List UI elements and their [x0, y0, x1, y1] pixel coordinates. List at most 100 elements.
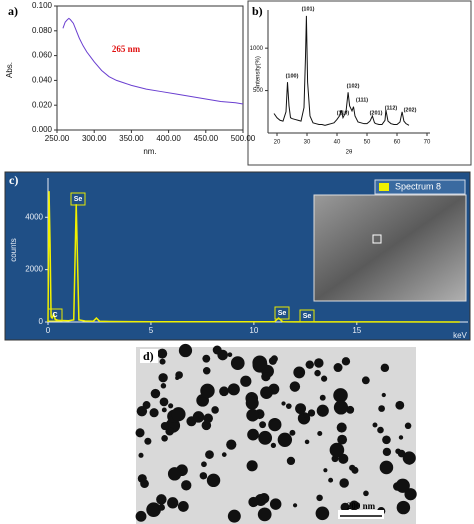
- panel-label: c): [9, 173, 18, 187]
- peak-label: (202): [404, 107, 417, 113]
- particle: [361, 376, 370, 385]
- particle: [333, 363, 343, 373]
- x-tick-label: 450.00: [194, 134, 219, 143]
- particle: [270, 420, 281, 431]
- particle: [398, 435, 404, 440]
- y-tick-label: 0.100: [32, 1, 53, 10]
- particle: [202, 366, 211, 375]
- peak-label-box: [47, 308, 63, 322]
- particle: [227, 352, 233, 358]
- particle: [337, 434, 348, 445]
- y-tick-label: 0.000: [32, 125, 53, 134]
- data-line: [273, 15, 410, 126]
- particle: [281, 401, 286, 406]
- particle: [349, 464, 356, 471]
- particle: [319, 394, 326, 401]
- particle: [167, 497, 179, 509]
- particle: [260, 386, 273, 400]
- y-tick-label: 2000: [25, 265, 43, 274]
- particle: [335, 402, 340, 407]
- particle: [168, 403, 174, 409]
- x-tick-label: 400.00: [156, 134, 181, 143]
- particle: [161, 407, 167, 413]
- particle: [396, 500, 411, 515]
- y-tick-label: 0.040: [32, 76, 53, 85]
- particle: [156, 494, 167, 505]
- particle: [404, 422, 412, 430]
- particle: [167, 467, 182, 481]
- y-tick-label: 500: [253, 88, 264, 94]
- y-tick-label: 1000: [250, 46, 264, 52]
- panel-label: d): [143, 349, 154, 363]
- x-tick-label: 500.00: [231, 134, 256, 143]
- particle: [333, 400, 349, 415]
- particle: [245, 396, 259, 410]
- plot-area: [56, 5, 244, 131]
- particle: [349, 500, 360, 511]
- particle: [328, 477, 334, 483]
- particle: [321, 375, 328, 382]
- particle: [202, 354, 211, 363]
- particle: [146, 502, 161, 517]
- x-tick-label: 20: [274, 140, 281, 146]
- particle: [149, 408, 159, 418]
- particle: [261, 371, 271, 382]
- particle: [227, 383, 240, 396]
- y-tick-label: 0.020: [32, 100, 53, 109]
- y-axis-label: Abs.: [5, 62, 14, 78]
- particle: [144, 437, 152, 445]
- x-axis-label: keV: [453, 331, 467, 340]
- particle: [395, 478, 410, 493]
- particle: [402, 451, 416, 465]
- particle: [230, 356, 245, 370]
- particle: [268, 356, 277, 365]
- particle: [203, 413, 213, 424]
- particle: [395, 400, 405, 410]
- particle: [289, 381, 301, 392]
- particle: [289, 429, 296, 436]
- particle: [246, 408, 260, 422]
- peak-label: (100): [286, 73, 299, 79]
- particle: [341, 357, 351, 366]
- peak-label-box: [274, 306, 290, 320]
- particle: [171, 407, 186, 422]
- particle: [177, 501, 189, 512]
- x-tick-label: 50: [364, 140, 371, 146]
- y-tick-label: 0.060: [32, 51, 53, 60]
- x-tick-label: 350.00: [119, 134, 144, 143]
- particle: [305, 360, 314, 369]
- particle: [304, 439, 310, 445]
- particle: [212, 345, 222, 355]
- particle: [258, 430, 273, 445]
- panel-label: a): [8, 4, 18, 18]
- peak-label: (110): [337, 110, 350, 116]
- particle: [314, 358, 324, 368]
- particle: [257, 507, 272, 522]
- particle: [395, 448, 401, 455]
- particle: [159, 358, 166, 365]
- y-tick-label: 0: [39, 317, 44, 326]
- particle: [377, 426, 384, 434]
- particle: [136, 405, 148, 417]
- particle: [285, 403, 292, 410]
- particle: [219, 386, 229, 397]
- particle: [252, 355, 268, 371]
- particle: [277, 432, 293, 447]
- peak-label: Se: [303, 313, 312, 320]
- particle: [160, 383, 167, 389]
- x-axis-label: nm.: [143, 147, 156, 156]
- panel-label: b): [252, 4, 263, 18]
- x-tick-label: 30: [304, 140, 311, 146]
- tem-particles: [135, 343, 417, 523]
- particle: [221, 452, 227, 457]
- particle: [380, 363, 390, 373]
- y-axis-label: counts: [9, 238, 18, 262]
- particle: [206, 473, 221, 488]
- particle: [240, 375, 252, 387]
- tem-image: [136, 347, 416, 524]
- particle: [292, 503, 298, 508]
- annotation: 265 nm: [112, 44, 141, 54]
- particle: [138, 452, 144, 458]
- particle: [382, 435, 391, 445]
- particle: [286, 456, 296, 466]
